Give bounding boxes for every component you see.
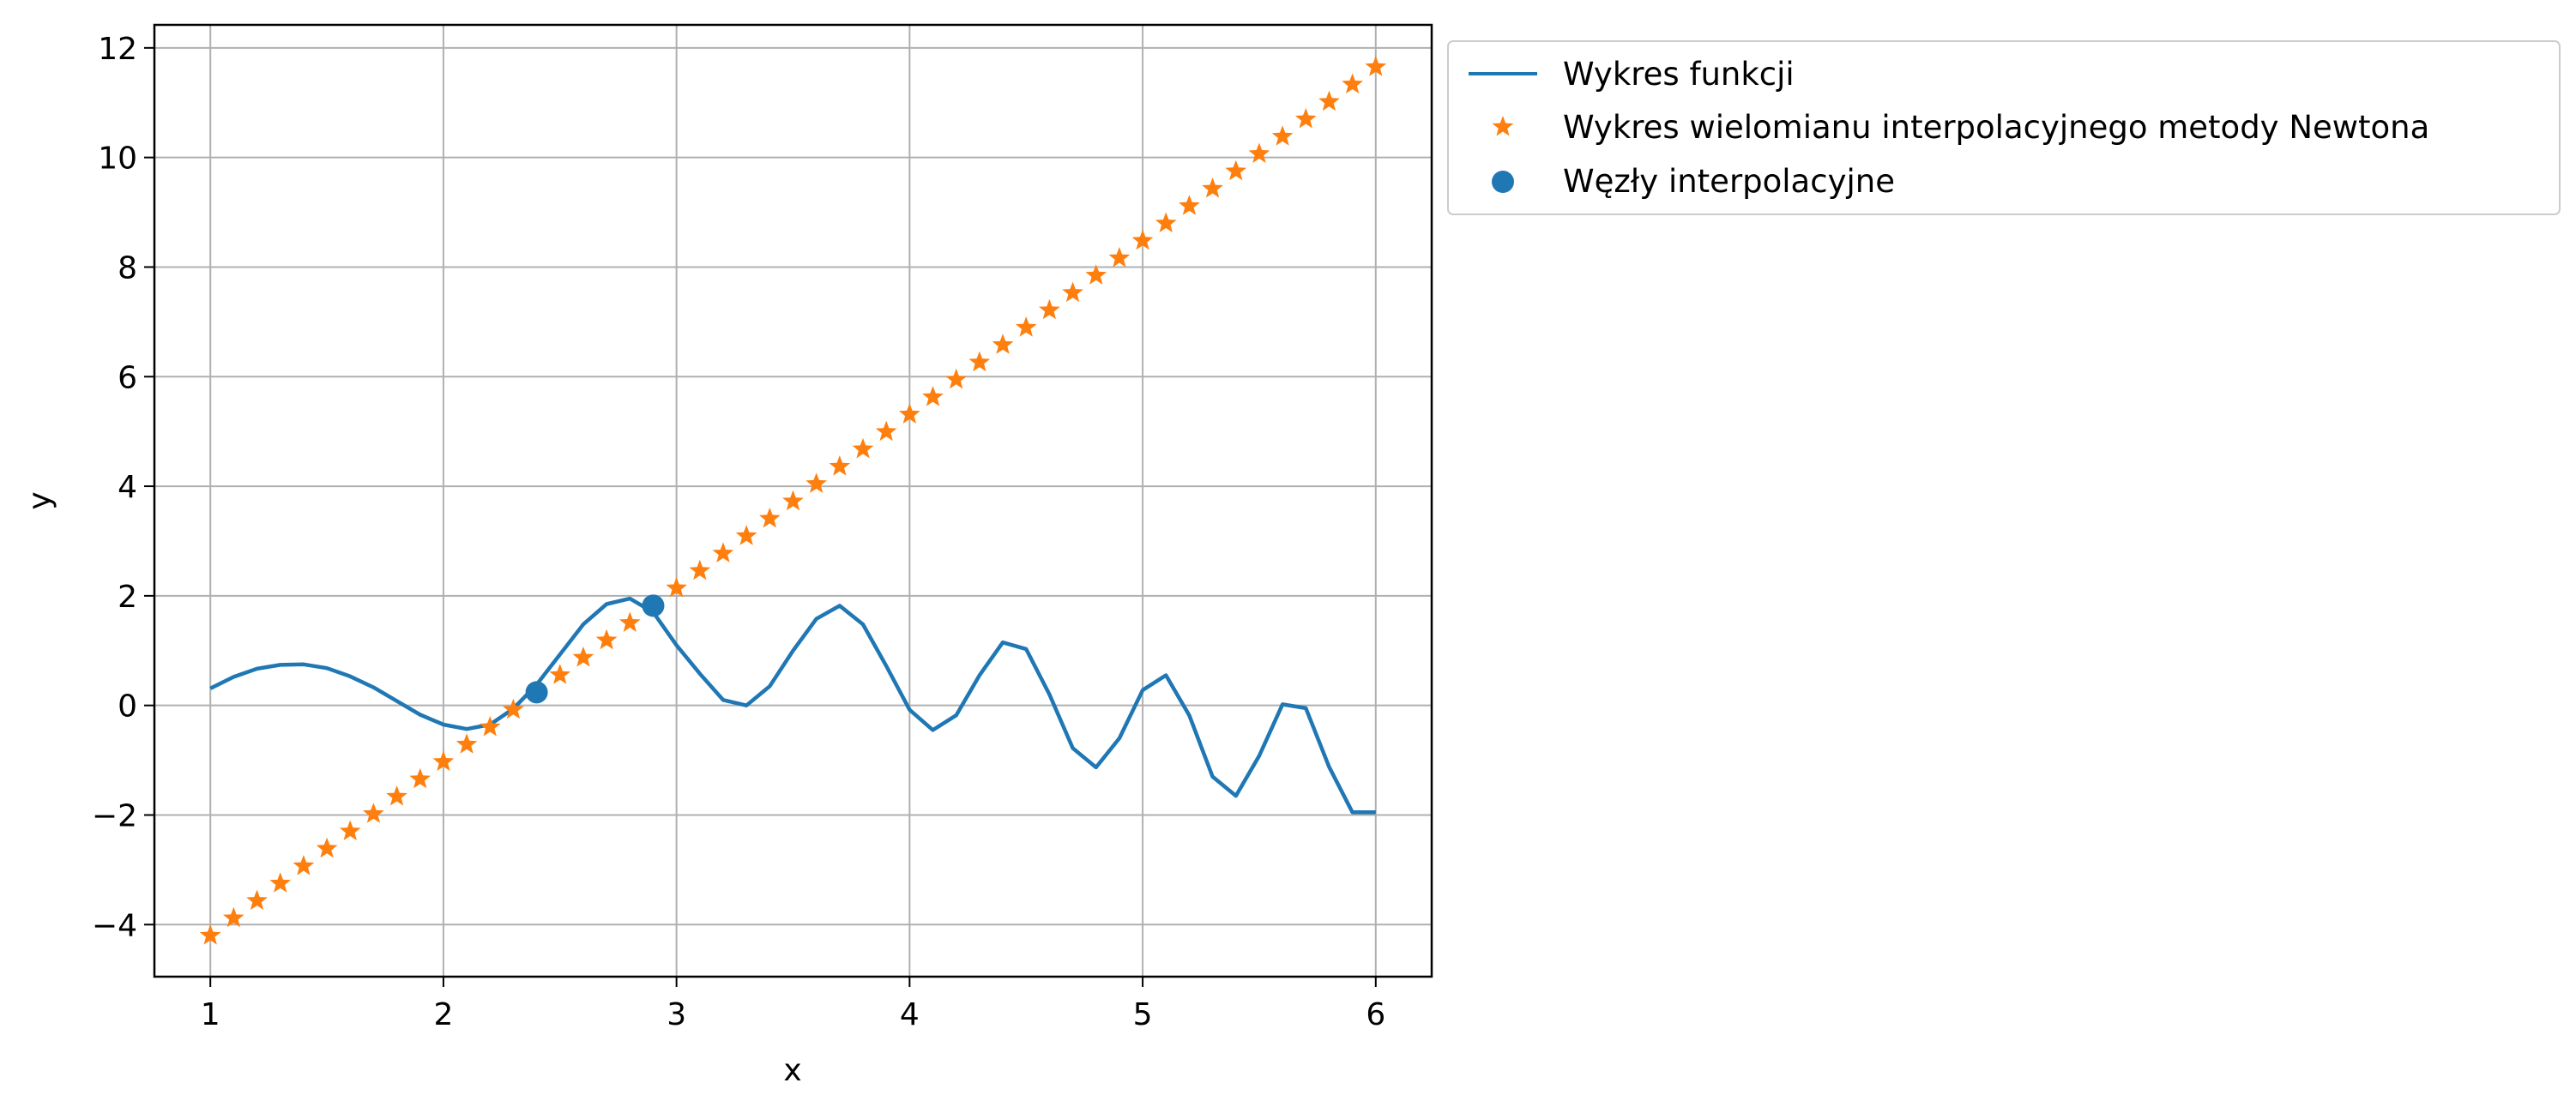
x-tick-label: 6	[1366, 997, 1385, 1032]
newton-star-marker	[1318, 90, 1340, 111]
y-tick-label: 8	[118, 250, 137, 286]
newton-star-marker	[1015, 316, 1037, 337]
legend-label-newton: Wykres wielomianu interpolacyjnego metod…	[1563, 109, 2429, 146]
newton-star-marker	[875, 420, 897, 442]
newton-star-marker	[503, 698, 524, 719]
newton-star-marker	[199, 924, 221, 945]
y-tick-label: −2	[92, 798, 137, 833]
x-tick-label: 3	[667, 997, 686, 1032]
newton-star-marker	[455, 733, 478, 754]
newton-star-marker	[363, 803, 384, 823]
y-tick-label: 2	[118, 580, 137, 615]
newton-star-marker	[1179, 195, 1200, 215]
y-tick-label: 4	[118, 470, 137, 505]
y-tick-label: 0	[118, 689, 137, 725]
newton-star-marker	[922, 386, 944, 406]
x-tick-label: 5	[1133, 997, 1153, 1032]
newton-star-marker	[968, 351, 991, 372]
grid-lines	[154, 25, 1432, 977]
newton-star-marker	[1294, 108, 1317, 129]
function-line	[209, 596, 1376, 815]
x-tick-label: 4	[900, 997, 920, 1032]
newton-star-marker	[666, 576, 687, 598]
legend-label-nodes: Węzły interpolacyjne	[1563, 163, 1895, 200]
newton-star-marker	[293, 855, 315, 875]
y-tick-label: −4	[92, 908, 137, 943]
newton-star-marker	[712, 542, 734, 563]
newton-star-marker	[829, 455, 851, 476]
newton-star-marker	[1342, 73, 1363, 93]
newton-star-marker	[269, 872, 292, 893]
newton-star-marker	[339, 820, 361, 840]
legend-label-function: Wykres funkcji	[1563, 56, 1795, 93]
newton-star-marker	[735, 525, 757, 545]
newton-star-marker	[759, 507, 781, 528]
newton-star-marker	[479, 716, 501, 737]
y-axis-label: y	[22, 491, 57, 509]
y-tick-label: 12	[98, 32, 137, 67]
newton-star-marker	[1131, 229, 1154, 250]
newton-star-marker	[1271, 125, 1294, 146]
newton-star-marker	[689, 559, 711, 581]
newton-star-marker	[992, 334, 1014, 354]
y-tick-label: 6	[118, 360, 137, 395]
newton-star-marker	[595, 629, 618, 650]
newton-star-marker	[549, 664, 571, 684]
newton-star-marker	[945, 368, 968, 389]
newton-star-marker	[1108, 247, 1131, 268]
x-axis-label: x	[783, 1053, 801, 1088]
newton-star-marker	[1039, 298, 1060, 320]
legend-star-swatch	[1492, 116, 1514, 136]
x-tick-label: 2	[433, 997, 453, 1032]
x-tick-label: 1	[201, 997, 220, 1032]
newton-star-marker	[805, 472, 827, 493]
legend-circle-swatch	[1492, 171, 1514, 193]
plot-frame	[153, 23, 1433, 978]
newton-star-marker	[432, 750, 455, 771]
newton-star-marker	[1155, 212, 1177, 232]
legend: Wykres funkcji Wykres wielomianu interpo…	[1447, 40, 2561, 215]
plot-series	[199, 56, 1387, 945]
newton-star-marker	[1085, 264, 1107, 285]
y-tick-label: 10	[98, 141, 137, 177]
interpolation-node-marker	[525, 681, 548, 704]
tick-marks	[144, 46, 1377, 987]
legend-box	[1447, 40, 2561, 215]
newton-star-marker	[316, 837, 338, 858]
newton-star-marker	[1202, 177, 1223, 198]
newton-star-marker	[572, 647, 594, 667]
newton-star-marker	[1225, 159, 1247, 181]
newton-star-marker	[618, 611, 641, 632]
newton-star-marker	[409, 767, 431, 789]
newton-star-marker	[1062, 281, 1083, 303]
newton-star-marker	[782, 490, 804, 511]
interpolation-node-marker	[642, 594, 665, 617]
newton-star-marker	[1365, 56, 1387, 76]
newton-star-marker	[899, 403, 920, 424]
newton-star-marker	[852, 437, 874, 459]
newton-star-marker	[223, 906, 244, 928]
newton-star-marker	[1248, 142, 1270, 163]
newton-star-marker	[386, 785, 407, 806]
newton-star-marker	[246, 889, 268, 911]
